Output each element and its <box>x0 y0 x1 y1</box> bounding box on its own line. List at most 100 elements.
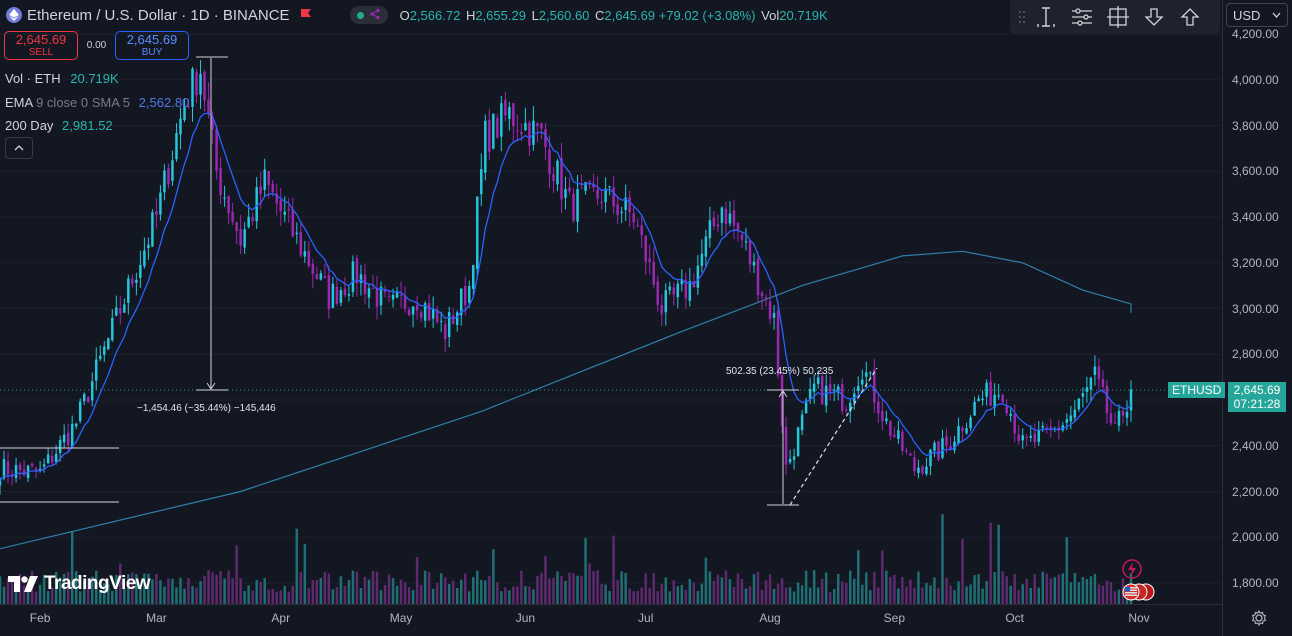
candle-body <box>877 401 880 414</box>
volume-bar <box>857 550 860 604</box>
candle-body <box>664 290 668 313</box>
month-label: Aug <box>759 611 781 625</box>
volume-bar <box>556 571 559 604</box>
chevron-down-icon <box>1272 12 1281 18</box>
candle-body <box>1081 393 1085 397</box>
candle-body <box>1129 389 1133 411</box>
symbol-title[interactable]: Ethereum / U.S. Dollar · 1D · BINANCE <box>27 6 290 24</box>
settings-sliders-icon[interactable] <box>1064 0 1100 34</box>
volume-bar <box>840 581 844 604</box>
candle-body <box>560 158 563 200</box>
candle-body <box>1037 430 1040 442</box>
candle-body <box>1109 413 1113 424</box>
volume-bar <box>869 590 872 604</box>
volume-bar <box>431 588 435 604</box>
candle-body <box>103 346 106 355</box>
volume-bar <box>26 591 30 604</box>
volume-bar <box>676 586 680 604</box>
volume-bar <box>748 586 752 604</box>
candle-body <box>159 192 162 215</box>
volume-bar <box>415 556 419 604</box>
volume-bar <box>772 588 776 604</box>
ma200-line <box>0 250 1132 550</box>
indicator-volume[interactable]: Vol · ETH 20.719K <box>5 71 119 86</box>
volume-bar <box>784 587 788 604</box>
volume-bar <box>1069 582 1073 604</box>
sell-button[interactable]: 2,645.69 SELL <box>4 31 78 60</box>
crosshair-icon[interactable] <box>1100 0 1136 34</box>
candle-body <box>66 432 70 446</box>
volume-bar <box>159 580 162 604</box>
measure-down-tool <box>196 56 228 391</box>
arrow-up-icon[interactable] <box>1172 0 1208 34</box>
volume-bar <box>119 563 122 604</box>
chevron-up-icon <box>14 145 24 151</box>
volume-bar <box>6 578 10 604</box>
drag-handle-icon[interactable] <box>1016 0 1028 34</box>
indicator-ema[interactable]: EMA 9 close 0 SMA 5 2,562.80 <box>5 95 189 110</box>
candle-body <box>736 222 740 231</box>
tradingview-logo[interactable]: TradingView <box>8 573 151 595</box>
candle-body <box>568 187 571 192</box>
candle-body <box>215 128 218 171</box>
price-axis-label: 4,200.00 <box>1232 27 1279 41</box>
volume-bar <box>812 570 816 604</box>
volume-bar <box>576 575 579 604</box>
candle-body <box>540 123 543 129</box>
candle-body <box>227 196 230 214</box>
candle-body <box>191 68 194 107</box>
candle-body <box>115 307 118 316</box>
candle-body <box>929 449 932 467</box>
volume-bar <box>327 573 331 604</box>
arrow-down-icon[interactable] <box>1136 0 1172 34</box>
settings-gear-icon[interactable] <box>1251 609 1267 629</box>
price-axis-label: 3,600.00 <box>1232 164 1279 179</box>
candle-body <box>576 189 579 222</box>
volume-bar <box>1085 579 1089 604</box>
market-status-pill[interactable] <box>349 6 388 24</box>
volume-bar <box>54 572 58 604</box>
candle-body <box>459 288 463 316</box>
candle-body <box>199 73 202 95</box>
candle-body <box>82 394 86 402</box>
indicator-200day[interactable]: 200 Day 2,981.52 <box>5 118 113 133</box>
volume-indicator-value: 20.719K <box>70 71 119 86</box>
flag-icon[interactable] <box>300 8 312 23</box>
volume-bar <box>552 577 555 604</box>
candle-body <box>953 441 956 451</box>
candle-body <box>744 241 748 243</box>
candle-body <box>2 459 6 479</box>
currency-select[interactable]: USD <box>1226 3 1288 27</box>
volume-bar <box>913 587 916 604</box>
volume-bar <box>861 584 864 604</box>
volume-bar <box>929 585 932 604</box>
volume-bar <box>259 581 262 604</box>
candle-body <box>572 193 575 221</box>
candle-body <box>299 231 303 256</box>
candle-body <box>1085 387 1089 392</box>
candle-body <box>536 123 539 127</box>
volume-bar <box>207 570 210 604</box>
collapse-legend-button[interactable] <box>5 137 33 159</box>
lightning-icon[interactable] <box>1121 558 1143 583</box>
event-flags-icon[interactable] <box>1120 582 1156 605</box>
volume-bar <box>480 579 483 604</box>
volume-bar <box>628 588 631 604</box>
candle-body <box>223 197 226 199</box>
buy-button[interactable]: 2,645.69 BUY <box>115 31 189 60</box>
candle-body <box>319 273 323 280</box>
candle-body <box>315 274 319 280</box>
candle-body <box>455 312 459 325</box>
candle-body <box>339 290 343 303</box>
text-cursor-icon[interactable] <box>1028 0 1064 34</box>
candle-body <box>231 211 234 222</box>
candle-body <box>379 286 383 306</box>
volume-indicator-label: Vol · ETH <box>5 71 61 86</box>
volume-bar <box>371 571 375 604</box>
candle-body <box>688 280 692 301</box>
candle-body <box>941 438 944 458</box>
candle-body <box>644 236 647 262</box>
volume-bar <box>808 587 812 604</box>
volume-bar <box>1005 576 1008 604</box>
